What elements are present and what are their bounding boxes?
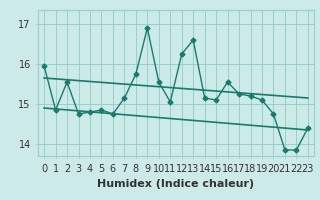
X-axis label: Humidex (Indice chaleur): Humidex (Indice chaleur) xyxy=(97,179,255,189)
